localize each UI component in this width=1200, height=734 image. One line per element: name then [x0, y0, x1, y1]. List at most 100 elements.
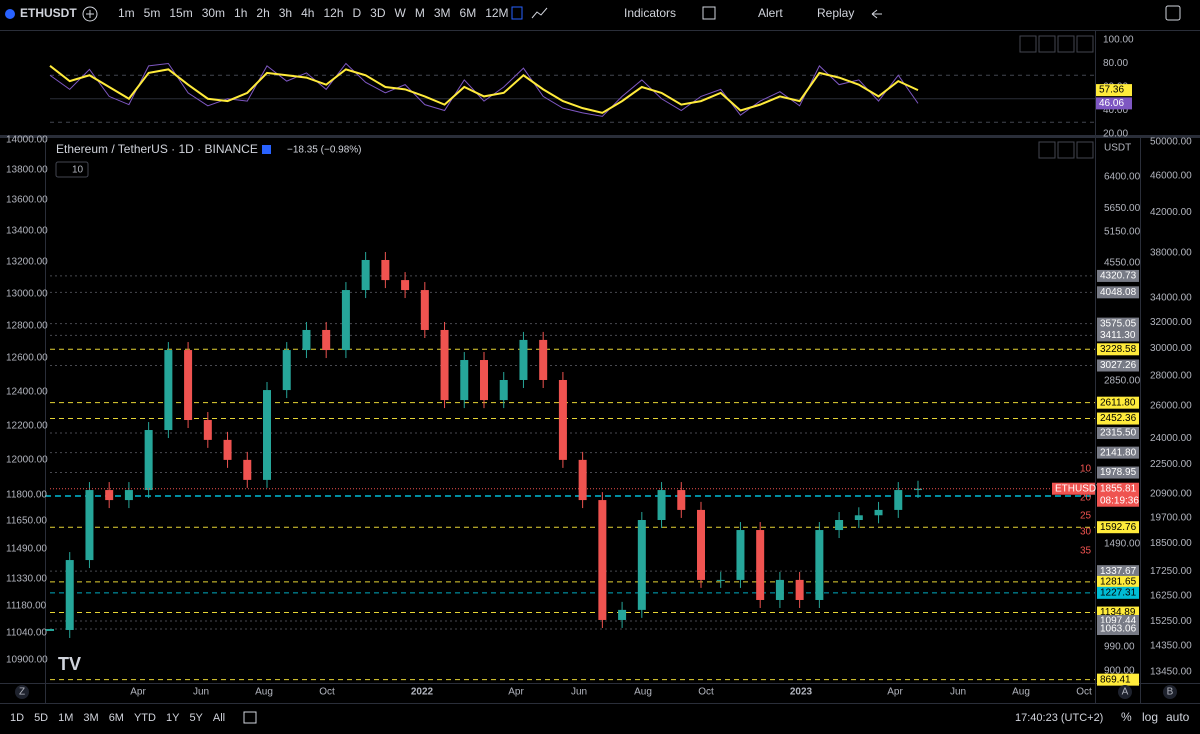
interval-button[interactable]: 15m [169, 6, 192, 20]
range-button[interactable]: 3M [83, 712, 98, 724]
auto-button[interactable]: auto [1166, 710, 1190, 724]
outer-axis-label: 26000.00 [1150, 401, 1192, 412]
left-axis-label: 11330.00 [6, 574, 47, 585]
interval-button[interactable]: 1m [118, 6, 135, 20]
interval-button[interactable]: 4h [301, 6, 314, 20]
candle [85, 490, 94, 561]
interval-button[interactable]: 12h [323, 6, 343, 20]
goto-date-button[interactable] [243, 711, 257, 724]
interval-button[interactable]: 30m [202, 6, 225, 20]
alert-button[interactable]: Alert [758, 6, 783, 20]
interval-button[interactable]: 1h [234, 6, 247, 20]
candle [401, 280, 410, 291]
left-axis-label: 13200.00 [6, 257, 48, 268]
interval-button[interactable]: 3h [279, 6, 292, 20]
currency[interactable]: USDT [1104, 143, 1131, 154]
level-label: 4048.08 [1100, 287, 1137, 298]
interval-button[interactable]: 6M [460, 6, 477, 20]
price-axis-label: 2850.00 [1104, 375, 1141, 386]
range-button[interactable]: 1M [58, 712, 73, 724]
time-axis-label: Aug [634, 687, 652, 698]
time-axis-label: 2022 [411, 687, 434, 698]
range-button[interactable]: YTD [134, 712, 156, 724]
range-button[interactable]: 5D [34, 712, 48, 724]
level-label: 2141.80 [1100, 447, 1137, 458]
candle [677, 490, 686, 510]
rsi-value-box [1096, 97, 1132, 110]
interval-box[interactable] [55, 161, 89, 178]
candle [322, 329, 331, 351]
interval-button[interactable]: 5m [144, 6, 161, 20]
rsi-value-box [1096, 84, 1132, 97]
level-label: 3575.05 [1100, 318, 1137, 329]
interval-button[interactable]: D [353, 6, 362, 20]
candle [598, 500, 607, 620]
left-axis-label: 11800.00 [6, 490, 47, 501]
level-label: 1134.89 [1100, 607, 1136, 618]
candle [124, 490, 133, 501]
pane-button[interactable] [1057, 141, 1075, 159]
log-button[interactable]: log [1142, 710, 1158, 724]
candle [697, 509, 705, 580]
outer-axis-label: 24000.00 [1150, 433, 1192, 444]
rsi-line [49, 65, 919, 114]
corner-button[interactable] [1118, 685, 1132, 699]
range-button[interactable]: All [213, 712, 225, 724]
pane-button[interactable] [1038, 141, 1056, 159]
line-style-button[interactable] [531, 7, 548, 19]
range-button[interactable]: 5Y [189, 712, 203, 724]
percent-button[interactable]: % [1121, 710, 1132, 724]
time-axis-label: Oct [319, 687, 335, 698]
level-label: 1592.76 [1100, 522, 1137, 533]
pane-button[interactable] [1076, 35, 1094, 53]
outer-axis-label: 18500.00 [1150, 538, 1192, 549]
left-axis-label: 12200.00 [6, 421, 48, 432]
corner-button[interactable] [15, 685, 29, 699]
range-button[interactable]: 6M [109, 712, 124, 724]
pane-button[interactable] [1019, 35, 1037, 53]
interval-button[interactable]: W [395, 6, 407, 20]
candle [657, 490, 666, 521]
rsi-axis-label: 80.00 [1103, 58, 1128, 69]
corner-button[interactable] [1163, 685, 1177, 699]
outer-axis-label: 42000.00 [1150, 207, 1192, 218]
interval-count: 10 [72, 165, 84, 176]
layout-button[interactable] [702, 6, 716, 20]
replay-button[interactable]: Replay [817, 6, 854, 20]
interval-button[interactable]: 3M [434, 6, 451, 20]
corner-label: B [1167, 687, 1174, 698]
time-axis-label: Aug [255, 687, 273, 698]
level-label: 1227.31 [1100, 587, 1137, 598]
pane-button[interactable] [1076, 141, 1094, 159]
pane-button[interactable] [1038, 35, 1056, 53]
interval-button[interactable]: 12M [485, 6, 508, 20]
price-axis-label: 6400.00 [1104, 172, 1141, 183]
corner-label: Z [19, 687, 25, 698]
interval-button[interactable]: 3D [370, 6, 386, 20]
fullscreen-button[interactable] [1165, 5, 1181, 21]
symbol[interactable]: ETHUSDT [20, 6, 77, 20]
level-label: 869.41 [1100, 674, 1131, 685]
price-axis-label: 5150.00 [1104, 226, 1141, 237]
candles-button[interactable] [511, 6, 523, 20]
candle [558, 379, 567, 460]
pane-button[interactable] [1057, 35, 1075, 53]
left-axis-label: 13000.00 [6, 289, 48, 300]
legend: Ethereum / TetherUS · 1D · BINANCE [56, 142, 258, 156]
candle [795, 579, 804, 600]
time-axis-label: Apr [130, 687, 146, 698]
price-axis-label: 900.00 [1104, 666, 1135, 677]
interval-button[interactable]: 2h [256, 6, 269, 20]
level-label: 2315.50 [1100, 428, 1137, 439]
indicators-button[interactable]: Indicators [624, 6, 676, 20]
range-button[interactable]: 1D [10, 712, 24, 724]
interval-button[interactable]: M [415, 6, 425, 20]
symbol-icon [5, 9, 15, 19]
time-axis-label: Apr [887, 687, 903, 698]
level-label: 3228.58 [1100, 344, 1137, 355]
candle [519, 339, 528, 380]
range-button[interactable]: 1Y [166, 712, 180, 724]
undo-button[interactable] [871, 9, 882, 19]
add-symbol-button[interactable] [82, 6, 98, 22]
left-axis-label: 11180.00 [6, 601, 47, 612]
